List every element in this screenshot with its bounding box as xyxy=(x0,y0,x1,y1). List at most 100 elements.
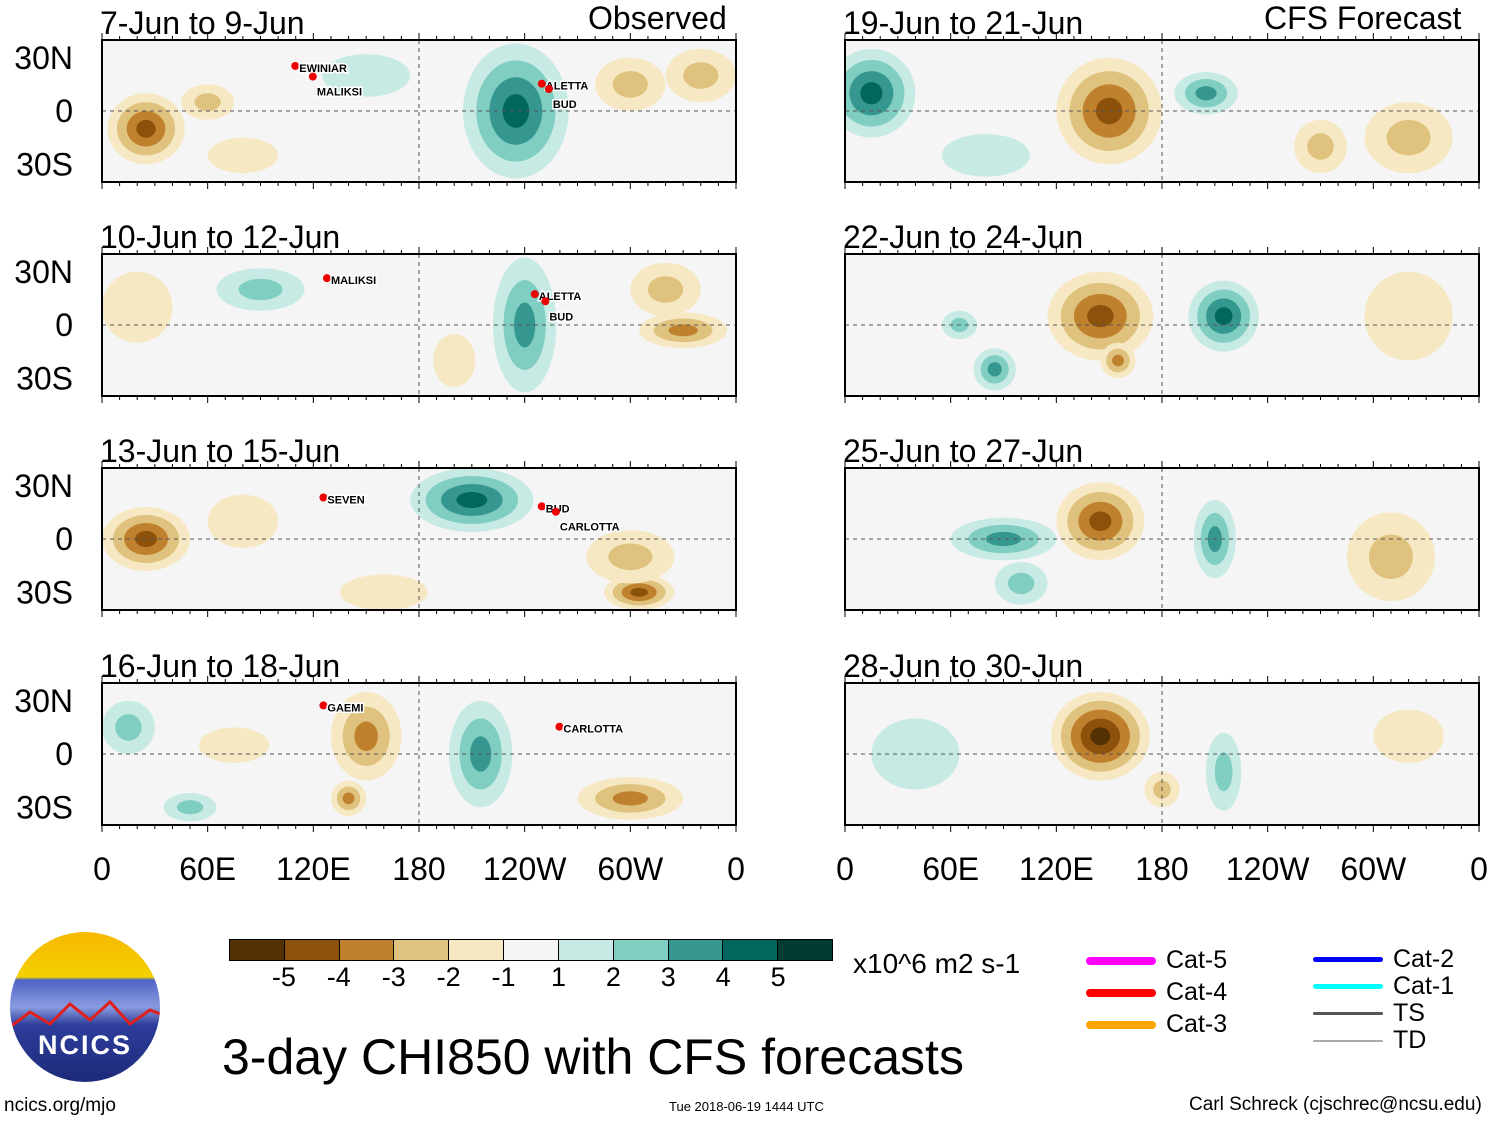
lon-tick-label: 60W xyxy=(1340,851,1407,887)
anomaly-contour xyxy=(1090,727,1111,746)
lat-tick-label: 0 xyxy=(55,521,73,557)
storm-label: BUD xyxy=(553,99,577,111)
anomaly-contour xyxy=(1214,307,1233,325)
lon-tick-label: 60E xyxy=(179,851,236,887)
anomaly-contour xyxy=(238,278,283,301)
anomaly-contour xyxy=(1368,534,1413,579)
legend-item-cat-2: Cat-2 xyxy=(1313,945,1454,974)
lat-tick-label: 30S xyxy=(16,146,73,182)
panel-title: 16-Jun to 18-Jun xyxy=(100,648,340,684)
storm-track-marker xyxy=(551,507,560,516)
cfs-forecast-header: CFS Forecast xyxy=(1264,0,1462,36)
lon-tick-label: 120W xyxy=(483,851,567,887)
lon-tick-label: 0 xyxy=(727,851,745,887)
logo-text: NCICS xyxy=(37,1030,132,1060)
anomaly-contour xyxy=(1087,305,1114,328)
storm-track-marker xyxy=(308,72,317,81)
site-link[interactable]: ncics.org/mjo xyxy=(4,1095,116,1116)
ncics-logo: NCICS xyxy=(10,932,160,1082)
storm-label: CARLOTTA xyxy=(563,724,623,736)
author-credit: Carl Schreck (cjschrec@ncsu.edu) xyxy=(1189,1094,1482,1115)
anomaly-contour xyxy=(1373,709,1444,763)
anomaly-contour xyxy=(630,587,648,597)
legend-swatch xyxy=(1313,984,1383,989)
legend-swatch xyxy=(1086,988,1156,997)
colorbar-swatch xyxy=(613,940,669,960)
anomaly-contour xyxy=(1214,752,1233,792)
map-panels: 7-Jun to 9-Jun 30N 0 30S EWINIAR MALIKSI ALETT… xyxy=(14,5,1488,887)
lon-tick-label: 0 xyxy=(93,851,111,887)
panel-title: 19-Jun to 21-Jun xyxy=(843,5,1083,41)
lat-tick-label: 30S xyxy=(16,360,73,396)
anomaly-contour xyxy=(135,531,158,547)
legend-label: TS xyxy=(1393,999,1425,1027)
colorbar-swatch xyxy=(504,940,559,960)
panel-title: 7-Jun to 9-Jun xyxy=(100,5,305,41)
anomaly-contour xyxy=(871,718,960,790)
storm-track-marker xyxy=(555,722,564,731)
legend-label: Cat-1 xyxy=(1393,972,1455,1000)
storm-label: EWINIAR xyxy=(299,63,347,75)
colorbar-swatch xyxy=(230,940,285,960)
storm-label: MALIKSI xyxy=(331,275,376,287)
panel-title: 10-Jun to 12-Jun xyxy=(100,219,340,255)
colorbar-swatch xyxy=(394,940,450,960)
legend-label: Cat-5 xyxy=(1166,946,1228,974)
colorbar-label: -5 xyxy=(271,962,296,992)
colorbar-label: -2 xyxy=(436,962,461,992)
lat-tick-label: 30N xyxy=(14,254,73,290)
storm-label: GAEMI xyxy=(327,702,363,714)
colorbar-label: -4 xyxy=(326,962,351,992)
anomaly-contour xyxy=(612,791,648,806)
anomaly-contour xyxy=(456,491,488,508)
panel-title: 13-Jun to 15-Jun xyxy=(100,433,340,469)
lon-tick-label: 120E xyxy=(1019,851,1094,887)
lon-tick-label: 0 xyxy=(836,851,854,887)
figure-title: 3-day CHI850 with CFS forecasts xyxy=(222,1029,964,1085)
colorbar xyxy=(229,939,833,961)
colorbar-swatch xyxy=(723,940,779,960)
legend-swatch xyxy=(1313,957,1383,962)
storm-track-marker xyxy=(319,701,328,710)
storm-track-marker xyxy=(544,85,553,94)
map-panel: 13-Jun to 15-Jun30N030SSEVENBUDCARLOTTA xyxy=(14,433,737,617)
anomaly-contour xyxy=(860,82,883,105)
map-panel: 7-Jun to 9-Jun 30N 0 30S EWINIAR MALIKSI ALETT… xyxy=(14,5,737,189)
anomaly-contour xyxy=(354,721,378,752)
anomaly-contour xyxy=(102,271,173,343)
lat-tick-label: 0 xyxy=(55,307,73,343)
map-panel: 19-Jun to 21-Jun xyxy=(843,5,1480,189)
anomaly-contour xyxy=(176,800,204,815)
storm-label: SEVEN xyxy=(327,495,364,507)
anomaly-contour xyxy=(342,792,355,805)
anomaly-contour xyxy=(502,94,530,128)
colorbar-label: 3 xyxy=(660,962,676,992)
colorbar-label: 1 xyxy=(550,962,566,992)
anomaly-contour xyxy=(941,134,1030,177)
lon-tick-label: 120W xyxy=(1226,851,1310,887)
lat-tick-label: 30N xyxy=(14,40,73,76)
map-panel: 28-Jun to 30-Jun xyxy=(843,648,1480,832)
legend-item-cat-3: Cat-3 xyxy=(1086,1010,1227,1039)
anomaly-contour xyxy=(1112,354,1124,367)
legend-swatch xyxy=(1086,956,1156,965)
colorbar-label: 4 xyxy=(715,962,731,992)
legend-swatch xyxy=(1313,1039,1383,1042)
colorbar-label: -3 xyxy=(381,962,406,992)
legend-item-cat-4: Cat-4 xyxy=(1086,978,1227,1007)
storm-track-marker xyxy=(537,79,546,88)
colorbar-swatch xyxy=(668,940,724,960)
legend-item-td: TD xyxy=(1313,1026,1426,1055)
colorbar-label: 2 xyxy=(605,962,621,992)
legend-swatch xyxy=(1086,1020,1156,1029)
anomaly-contour xyxy=(514,302,536,348)
legend-label: TD xyxy=(1393,1026,1427,1054)
storm-track-marker xyxy=(530,290,539,299)
panel-title: 22-Jun to 24-Jun xyxy=(843,219,1083,255)
anomaly-contour xyxy=(987,362,1002,377)
lat-tick-label: 0 xyxy=(55,93,73,129)
anomaly-contour xyxy=(683,62,719,89)
anomaly-contour xyxy=(1195,86,1217,101)
legend-swatch xyxy=(1313,1012,1383,1015)
